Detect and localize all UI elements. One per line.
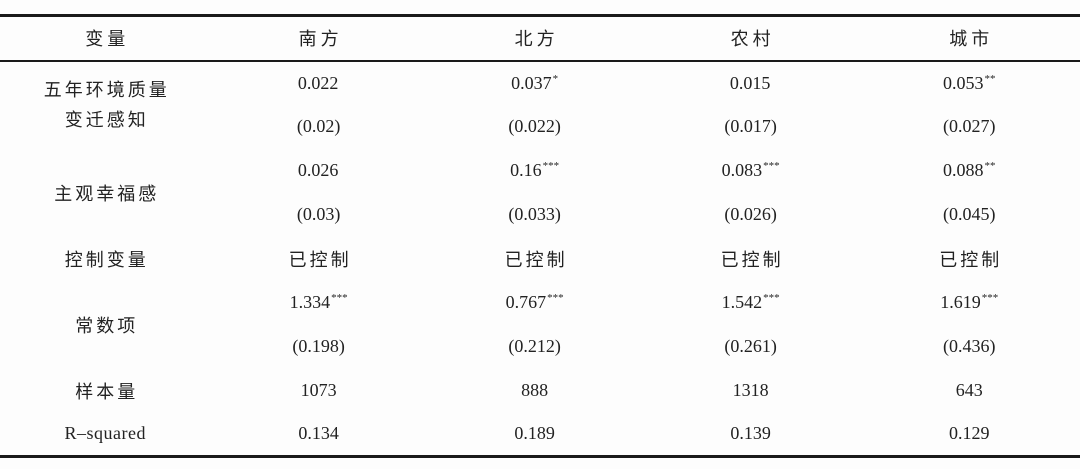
coef-value: 1.619 <box>940 292 981 312</box>
sample-size-cell: 1318 <box>732 380 769 400</box>
coef-value: 0.088 <box>943 160 984 180</box>
significance-stars: *** <box>981 292 999 304</box>
coef-row: 常数项 1.334*** 0.767*** 1.542*** 1.619*** <box>0 281 1080 336</box>
coef-value: 0.16 <box>510 160 542 180</box>
column-header-south: 南方 <box>210 15 427 62</box>
r-squared-cell: 0.139 <box>730 423 771 444</box>
coef-value: 1.542 <box>721 292 763 312</box>
coef-value: 1.334 <box>289 292 331 312</box>
coef-row: 五年环境质量 变迁感知 0.022 0.037* 0.015 0.053** <box>0 61 1080 131</box>
coef-cell: 0.083*** <box>643 149 859 193</box>
significance-stars: *** <box>547 292 564 304</box>
sample-size-cell: 888 <box>521 380 549 400</box>
table-figure: 变量 南方 北方 农村 城市 五年环境质量 变迁感知 0.022 0.037* … <box>0 14 1080 458</box>
significance-stars: *** <box>331 292 348 304</box>
sample-size-cell: 1073 <box>300 380 337 400</box>
se-row: (0.198) (0.212) (0.261) (0.436) <box>0 325 1080 369</box>
row-label-sample-size: 样本量 <box>75 381 139 402</box>
coef-value: 0.083 <box>721 160 763 180</box>
r-squared-cell: 0.134 <box>298 423 339 444</box>
column-header-urban: 城市 <box>858 15 1080 62</box>
se-cell: (0.212) <box>508 336 561 356</box>
header-row: 变量 南方 北方 农村 城市 <box>0 15 1080 62</box>
se-cell: (0.022) <box>508 116 561 136</box>
coef-cell: 0.026 <box>211 149 427 193</box>
significance-stars: *** <box>763 160 780 172</box>
coef-value: 0.037 <box>511 72 552 93</box>
se-cell: (0.03) <box>296 204 341 224</box>
se-row: (0.03) (0.033) (0.026) (0.045) <box>0 193 1080 237</box>
r-squared-row: R–squared 0.134 0.189 0.139 0.129 <box>0 413 1080 457</box>
coef-value: 0.022 <box>297 72 339 93</box>
column-header-rural: 农村 <box>642 15 859 62</box>
r-squared-cell: 0.129 <box>949 423 990 444</box>
coef-cell: 0.088** <box>859 149 1080 193</box>
coef-cell: 0.16*** <box>427 149 643 193</box>
controls-row: 控制变量 已控制 已控制 已控制 已控制 <box>0 237 1080 281</box>
se-cell: (0.017) <box>724 116 777 136</box>
coef-cell: 0.022 <box>211 61 427 105</box>
row-label-constant: 常数项 <box>75 315 139 336</box>
coef-cell: 1.619*** <box>859 281 1080 325</box>
sample-size-cell: 643 <box>955 380 983 400</box>
coef-value: 0.015 <box>729 72 771 93</box>
row-label-line: 五年环境质量 <box>43 80 170 100</box>
se-cell: (0.045) <box>943 204 996 224</box>
coef-value: 0.767 <box>505 292 547 312</box>
row-label-controls: 控制变量 <box>64 249 149 270</box>
se-cell: (0.026) <box>724 204 777 224</box>
coef-cell: 1.334*** <box>211 281 427 325</box>
significance-stars: ** <box>984 72 996 85</box>
coef-cell: 0.053** <box>859 61 1080 105</box>
coef-cell: 0.767*** <box>427 281 643 325</box>
controls-cell: 已控制 <box>939 249 1003 270</box>
significance-stars: *** <box>763 292 780 304</box>
coef-value: 0.026 <box>297 160 339 180</box>
coef-cell: 1.542*** <box>643 281 859 325</box>
se-row: (0.02) (0.022) (0.017) (0.027) <box>0 105 1080 149</box>
row-label-env-perception: 五年环境质量 变迁感知 <box>0 61 211 149</box>
significance-stars: * <box>552 72 559 85</box>
controls-cell: 已控制 <box>288 249 352 270</box>
row-label-line: 变迁感知 <box>64 110 149 130</box>
column-header-variable: 变量 <box>0 15 211 62</box>
sample-size-row: 样本量 1073 888 1318 643 <box>0 369 1080 413</box>
se-cell: (0.02) <box>296 116 341 136</box>
se-cell: (0.261) <box>724 336 777 356</box>
controls-cell: 已控制 <box>504 249 568 270</box>
column-header-north: 北方 <box>426 15 643 62</box>
coef-cell: 0.015 <box>643 61 859 105</box>
se-cell: (0.033) <box>508 204 561 224</box>
controls-cell: 已控制 <box>720 249 784 270</box>
regression-results-table: 变量 南方 北方 农村 城市 五年环境质量 变迁感知 0.022 0.037* … <box>0 14 1080 458</box>
r-squared-cell: 0.189 <box>514 423 555 444</box>
coef-row: 主观幸福感 0.026 0.16*** 0.083*** 0.088** <box>0 149 1080 204</box>
significance-stars: *** <box>542 160 560 172</box>
row-label-subjective-wellbeing: 主观幸福感 <box>54 183 160 204</box>
se-cell: (0.436) <box>943 336 996 356</box>
coef-value: 0.053 <box>943 72 984 93</box>
se-cell: (0.027) <box>943 116 996 136</box>
row-label-r-squared: R–squared <box>64 423 147 444</box>
significance-stars: ** <box>984 160 996 172</box>
coef-cell: 0.037* <box>427 61 643 105</box>
se-cell: (0.198) <box>292 336 345 356</box>
